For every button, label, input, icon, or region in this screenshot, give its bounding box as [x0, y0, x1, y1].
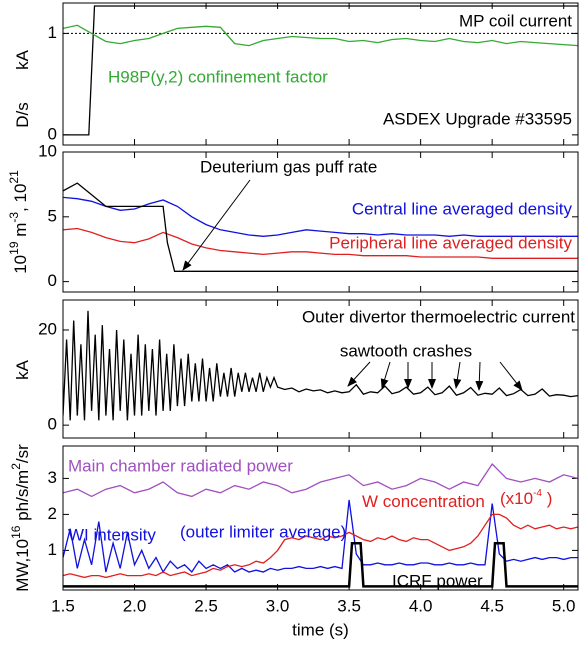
y-axis-label-part: ph/s/m [13, 470, 32, 526]
arrow [453, 361, 462, 389]
y-axis-label-part: 2 [9, 463, 23, 470]
y-tick-label: 0 [48, 415, 57, 434]
y-axis-label-part: 19 [7, 241, 21, 255]
series-line [63, 541, 578, 588]
annotation: Main chamber radiated power [68, 456, 293, 475]
series-line [63, 227, 578, 259]
y-axis-label: D/s [13, 102, 32, 128]
x-tick-label: 2.5 [194, 596, 218, 615]
annotation: Central line averaged density [352, 199, 573, 218]
annotation: W concentration [362, 492, 485, 511]
x-tick-label: 3.5 [337, 596, 361, 615]
y-axis-label-part: -3 [7, 212, 21, 223]
annotation: ICRF power [392, 571, 483, 590]
annotation: Outer divertor thermoelectric current [302, 307, 575, 326]
series-line [63, 196, 578, 237]
annotation-part: -4 [533, 488, 542, 499]
y-axis-label-part: kA [13, 49, 32, 70]
annotation: WI intensity [68, 525, 156, 544]
series-line [63, 499, 578, 574]
y-tick-label: 0 [48, 124, 57, 143]
series-line [63, 182, 578, 272]
panel-frame [62, 2, 579, 146]
y-tick-label: 1 [48, 23, 57, 42]
y-axis-label-part: 21 [7, 170, 21, 184]
x-tick-label: 5.0 [552, 596, 576, 615]
y-axis-label: kA [13, 49, 32, 70]
annotation: (outer limiter average) [180, 522, 346, 541]
y-axis-label-part: kA [13, 359, 32, 380]
y-tick-label: 10 [38, 141, 57, 160]
annotation: (x10-4 ) [500, 488, 552, 509]
x-tick-label: 2.0 [123, 596, 147, 615]
annotation-part: W concentration [362, 492, 485, 511]
y-axis-label-part: MW,10 [13, 539, 32, 592]
y-tick-label: 0 [48, 271, 57, 290]
arrow [499, 361, 523, 391]
series-line [63, 462, 578, 498]
panel-frame [62, 445, 579, 591]
series-line [63, 24, 578, 47]
annotation: H98P(y,2) confinement factor [108, 67, 328, 86]
arrow [182, 179, 251, 271]
annotation-part: ) [542, 489, 552, 508]
y-axis-label-part: D/s [13, 102, 32, 128]
annotation: Deuterium gas puff rate [200, 157, 377, 176]
y-axis-label: MW,1016 ph/s/m2/sr [9, 444, 32, 592]
x-tick-label: 1.5 [51, 596, 75, 615]
y-axis-label-part: /sr [13, 444, 32, 463]
y-axis-label-part: 16 [9, 525, 23, 539]
y-axis-label-part: , 10 [11, 184, 30, 212]
series-line [63, 513, 578, 579]
arrow [380, 361, 391, 389]
y-tick-label: 2 [48, 504, 57, 523]
y-axis-label: 1019 m-3, 1021 [7, 170, 30, 274]
panel-frame [62, 151, 579, 293]
arrow [347, 361, 371, 387]
annotation-part: (x10 [500, 489, 533, 508]
x-tick-label: 3.0 [266, 596, 290, 615]
annotation: ASDEX Upgrade #33595 [383, 109, 572, 128]
y-axis-label: kA [13, 359, 32, 380]
panel-frame [62, 299, 579, 439]
arrow [475, 361, 484, 391]
annotation: sawtooth crashes [340, 341, 472, 360]
annotation: Peripheral line averaged density [329, 233, 572, 252]
annotation: MP coil current [459, 11, 572, 30]
y-tick-label: 20 [38, 319, 57, 338]
x-axis-label: time (s) [292, 620, 349, 639]
y-axis-label-part: 10 [11, 255, 30, 274]
series-line [63, 310, 578, 421]
x-tick-label: 4.0 [409, 596, 433, 615]
y-axis-label-part: m [11, 223, 30, 242]
y-tick-label: 5 [48, 206, 57, 225]
series-line [63, 5, 578, 136]
y-tick-label: 1 [48, 540, 57, 559]
x-tick-label: 4.5 [480, 596, 504, 615]
y-tick-label: 3 [48, 468, 57, 487]
